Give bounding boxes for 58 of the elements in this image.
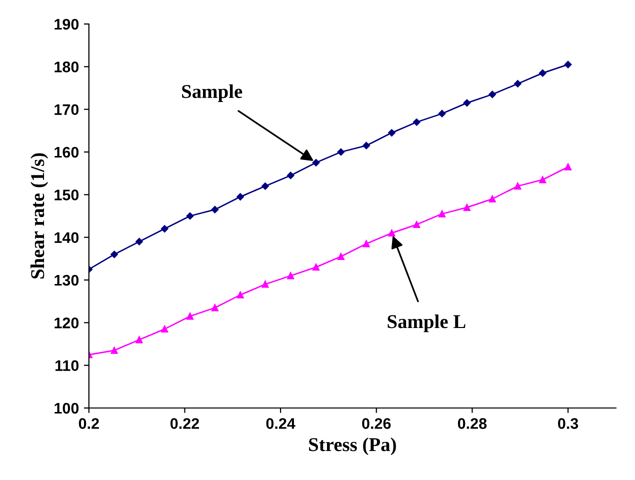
point <box>312 159 320 166</box>
point <box>211 304 218 312</box>
point <box>438 110 446 118</box>
point <box>312 264 320 271</box>
x-tick-label: 0.26 <box>362 418 391 429</box>
point <box>337 253 344 260</box>
point <box>286 172 294 180</box>
point <box>413 221 420 228</box>
y-tick-label: 140 <box>54 232 79 244</box>
point <box>539 69 546 77</box>
point <box>160 225 168 232</box>
point <box>110 250 118 258</box>
y-tick-label: 150 <box>54 190 79 200</box>
point <box>262 280 269 288</box>
y-tick-label: 170 <box>54 104 79 116</box>
y-tick-label: 180 <box>54 62 79 72</box>
point <box>186 212 194 220</box>
y-tick-label: 160 <box>54 146 79 158</box>
point <box>463 204 470 211</box>
point <box>388 230 396 237</box>
point <box>388 129 396 136</box>
point <box>438 210 446 218</box>
x-tick-label: 0.2 <box>78 418 99 429</box>
y-axis-title: Shear rate (1/s) <box>30 153 48 279</box>
x-axis-title: Stress (Pa) <box>309 438 396 456</box>
x-tick-label: 0.28 <box>458 418 487 429</box>
y-tick-label: 190 <box>54 18 79 30</box>
point <box>514 80 522 88</box>
y-tick-label: 100 <box>54 402 79 414</box>
point <box>236 291 244 298</box>
point <box>362 240 370 248</box>
x-tick-label: 0.22 <box>170 418 199 429</box>
point <box>236 193 244 200</box>
point <box>262 182 269 190</box>
point <box>287 272 294 280</box>
y-tick-label: 110 <box>55 360 79 372</box>
point <box>337 148 345 156</box>
point <box>514 182 522 190</box>
point <box>186 312 194 320</box>
point <box>412 118 420 126</box>
point <box>564 60 572 68</box>
point <box>539 176 546 184</box>
point <box>161 326 168 333</box>
point <box>564 163 572 170</box>
y-tick-label: 130 <box>54 274 79 286</box>
point <box>136 238 143 246</box>
annotation: Sample <box>182 84 242 102</box>
y-tick-label: 120 <box>54 318 79 328</box>
point <box>463 99 471 107</box>
point <box>110 346 118 354</box>
point <box>362 142 370 150</box>
point <box>488 195 496 202</box>
point <box>136 336 143 344</box>
point <box>488 90 496 98</box>
point <box>211 206 219 214</box>
x-tick-label: 0.24 <box>266 418 296 429</box>
x-tick-label: 0.3 <box>558 418 578 429</box>
annotation: Sample L <box>388 314 466 332</box>
